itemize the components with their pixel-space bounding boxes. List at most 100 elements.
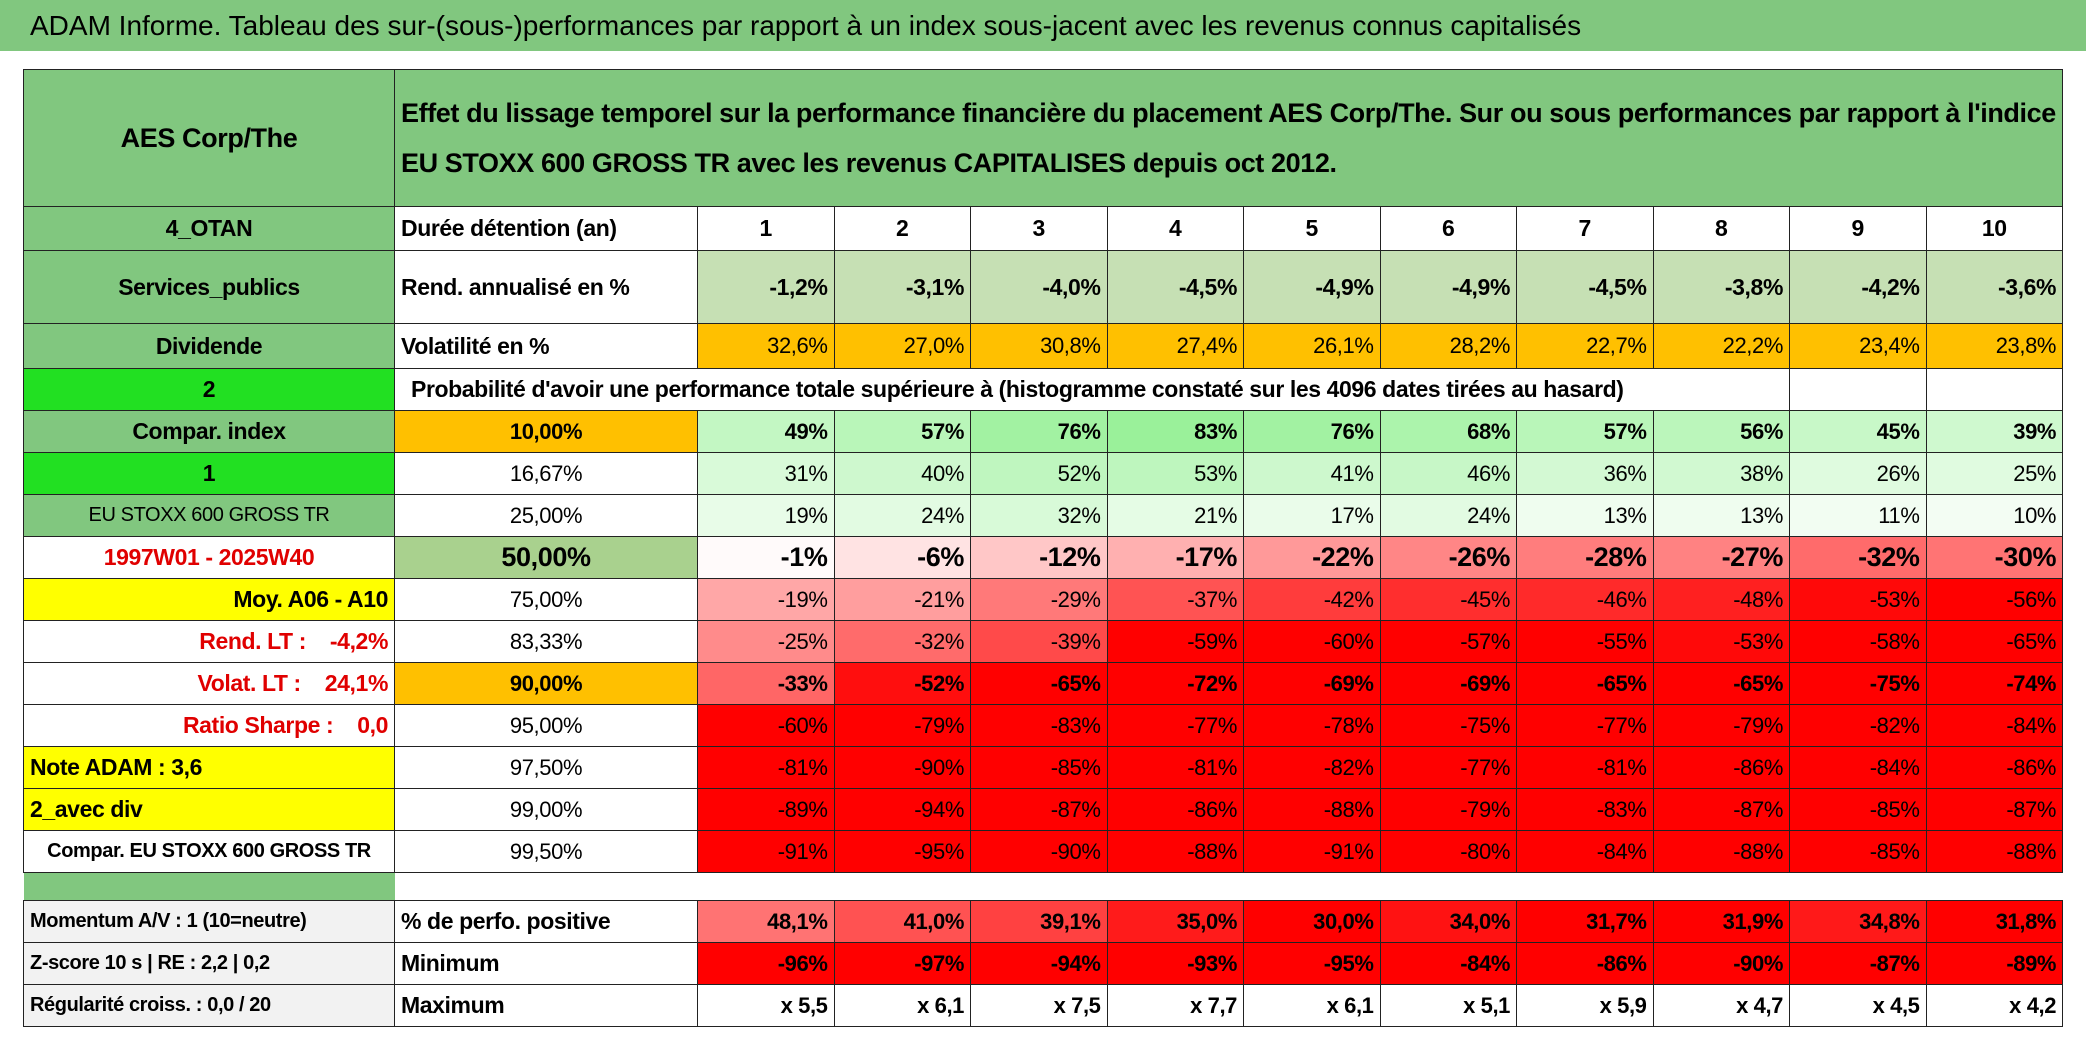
data-cell: 13% xyxy=(1652,494,1790,537)
data-cell: -83% xyxy=(970,704,1108,747)
data-cell: -81% xyxy=(1516,746,1654,789)
summary-cell: x 4,7 xyxy=(1652,984,1790,1027)
data-cell: -72% xyxy=(1106,662,1244,705)
data-cell: -79% xyxy=(1379,788,1517,831)
row-header: Minimum xyxy=(394,942,698,985)
data-cell: -26% xyxy=(1379,536,1517,579)
data-cell: 6 xyxy=(1379,206,1517,251)
data-cell: -3,1% xyxy=(833,250,971,324)
data-cell: -65% xyxy=(1652,662,1790,705)
summary-cell: 48,1% xyxy=(697,900,835,943)
data-cell: 68% xyxy=(1379,410,1517,453)
data-cell: -69% xyxy=(1379,662,1517,705)
data-cell: -83% xyxy=(1516,788,1654,831)
data-cell: -22% xyxy=(1243,536,1381,579)
data-cell: 4 xyxy=(1106,206,1244,251)
data-cell: -65% xyxy=(970,662,1108,705)
data-cell: -27% xyxy=(1652,536,1790,579)
data-cell: 13% xyxy=(1516,494,1654,537)
row-label: EU STOXX 600 GROSS TR xyxy=(23,494,395,537)
data-cell: -87% xyxy=(970,788,1108,831)
summary-cell: x 7,7 xyxy=(1106,984,1244,1027)
data-cell: 24% xyxy=(1379,494,1517,537)
data-cell: 38% xyxy=(1652,452,1790,495)
summary-cell: -96% xyxy=(697,942,835,985)
data-cell: 76% xyxy=(970,410,1108,453)
data-cell: 25% xyxy=(1925,452,2064,495)
data-cell: -17% xyxy=(1106,536,1244,579)
row-header: 75,00% xyxy=(394,578,698,621)
data-cell: 40% xyxy=(833,452,971,495)
data-cell: -88% xyxy=(1243,788,1381,831)
row-label: Rend. LT : -4,2% xyxy=(23,620,395,663)
row-header: 25,00% xyxy=(394,494,698,537)
data-cell: -19% xyxy=(697,578,835,621)
data-cell: -3,8% xyxy=(1652,250,1790,324)
data-cell: -75% xyxy=(1379,704,1517,747)
row-header: Volatilité en % xyxy=(394,323,698,369)
data-cell: -77% xyxy=(1379,746,1517,789)
data-cell: 32,6% xyxy=(697,323,835,369)
data-cell: 21% xyxy=(1106,494,1244,537)
data-cell: 8 xyxy=(1652,206,1790,251)
data-cell: -53% xyxy=(1652,620,1790,663)
row-header: 97,50% xyxy=(394,746,698,789)
data-cell: -21% xyxy=(833,578,971,621)
row-header: 95,00% xyxy=(394,704,698,747)
summary-cell: 30,0% xyxy=(1243,900,1381,943)
data-cell: -69% xyxy=(1243,662,1381,705)
data-cell: 23,8% xyxy=(1925,323,2064,369)
data-cell: -81% xyxy=(697,746,835,789)
row-label: Dividende xyxy=(23,323,395,369)
data-cell: -88% xyxy=(1106,830,1244,873)
data-cell: -25% xyxy=(697,620,835,663)
summary-cell: x 6,1 xyxy=(833,984,971,1027)
data-cell: -60% xyxy=(697,704,835,747)
data-cell: 31% xyxy=(697,452,835,495)
row-label: Compar. index xyxy=(23,410,395,453)
data-cell: -91% xyxy=(697,830,835,873)
data-cell: -86% xyxy=(1652,746,1790,789)
row-label: Ratio Sharpe : 0,0 xyxy=(23,704,395,747)
data-cell: 39% xyxy=(1925,410,2064,453)
summary-cell: x 7,5 xyxy=(970,984,1108,1027)
stock-name: AES Corp/The xyxy=(23,69,395,207)
data-cell: 10% xyxy=(1925,494,2064,537)
row-header: 83,33% xyxy=(394,620,698,663)
data-cell: -55% xyxy=(1516,620,1654,663)
data-cell: -80% xyxy=(1379,830,1517,873)
data-cell: -87% xyxy=(1652,788,1790,831)
data-cell: 49% xyxy=(697,410,835,453)
data-cell: 5 xyxy=(1243,206,1381,251)
summary-cell: -89% xyxy=(1925,942,2064,985)
data-cell: -33% xyxy=(697,662,835,705)
data-cell: -45% xyxy=(1379,578,1517,621)
data-cell: -77% xyxy=(1516,704,1654,747)
summary-cell: 31,7% xyxy=(1516,900,1654,943)
gap-cell xyxy=(23,872,395,901)
data-cell: -3,6% xyxy=(1925,250,2064,324)
row-header: 16,67% xyxy=(394,452,698,495)
row-header: 10,00% xyxy=(394,410,698,453)
empty-cell xyxy=(1789,368,1927,411)
data-cell: -82% xyxy=(1243,746,1381,789)
summary-cell: 34,8% xyxy=(1789,900,1927,943)
row-header: Maximum xyxy=(394,984,698,1027)
data-cell: 32% xyxy=(970,494,1108,537)
data-cell: -84% xyxy=(1925,704,2064,747)
summary-cell: 34,0% xyxy=(1379,900,1517,943)
data-cell: -87% xyxy=(1925,788,2064,831)
summary-cell: -90% xyxy=(1652,942,1790,985)
data-cell: 26% xyxy=(1789,452,1927,495)
row-header: Durée détention (an) xyxy=(394,206,698,251)
row-label: Z-score 10 s | RE : 2,2 | 0,2 xyxy=(23,942,395,985)
row-header: 99,50% xyxy=(394,830,698,873)
data-cell: -28% xyxy=(1516,536,1654,579)
row-label: Note ADAM : 3,6 xyxy=(23,746,395,789)
performance-table: AES Corp/The Effet du lissage temporel su… xyxy=(23,69,2064,1027)
data-cell: 19% xyxy=(697,494,835,537)
data-cell: 83% xyxy=(1106,410,1244,453)
data-cell: -95% xyxy=(833,830,971,873)
data-cell: -30% xyxy=(1925,536,2064,579)
